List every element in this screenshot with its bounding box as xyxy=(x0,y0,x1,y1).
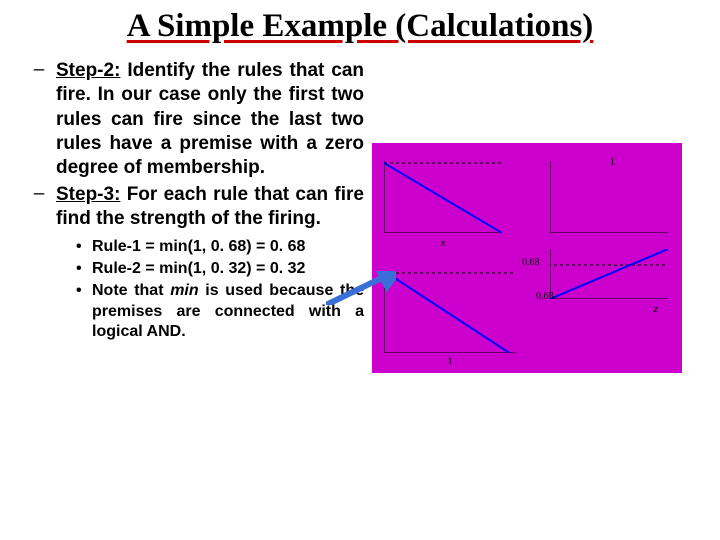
dash-bullet: – xyxy=(22,183,56,232)
sub-item: • Rule-1 = min(1, 0. 68) = 0. 68 xyxy=(76,237,364,258)
sub-item: • Rule-2 = min(1, 0. 32) = 0. 32 xyxy=(76,259,364,280)
axis-label-z: z xyxy=(654,303,658,315)
text-column: – Step-2: Identify the rules that can fi… xyxy=(22,59,364,373)
step-item: – Step-2: Identify the rules that can fi… xyxy=(22,59,364,181)
step-body: Step-2: Identify the rules that can fire… xyxy=(56,59,364,181)
axis-label-x: x xyxy=(441,237,446,249)
bullet-icon: • xyxy=(76,281,92,343)
panel-top-right: 1 xyxy=(550,161,668,233)
step-item: – Step-3: For each rule that can fire fi… xyxy=(22,183,364,232)
sub-text-pre: Note that xyxy=(92,282,170,299)
sub-text: Rule-2 = min(1, 0. 32) = 0. 32 xyxy=(92,259,305,280)
sub-text: Note that min is used because the premis… xyxy=(92,281,364,343)
step-label: Step-2: xyxy=(56,60,120,81)
tick-label-extra: 0.68 xyxy=(536,291,554,302)
sub-text: Rule-1 = min(1, 0. 68) = 0. 68 xyxy=(92,237,305,258)
step-label: Step-3: xyxy=(56,184,120,205)
slide-title: A Simple Example (Calculations) xyxy=(22,8,698,45)
fuzzy-figure: x 1 0.68 z 1 0.68 xyxy=(372,143,682,373)
tick-label: 0.68 xyxy=(522,257,540,268)
panel-mid-right: 0.68 z xyxy=(550,249,668,299)
chart-svg xyxy=(384,271,516,353)
panel-top-left: x xyxy=(384,161,502,233)
bullet-icon: • xyxy=(76,237,92,258)
panel-bottom-left: 1 xyxy=(384,271,516,353)
chart-svg xyxy=(550,161,668,233)
bullet-icon: • xyxy=(76,259,92,280)
chart-svg xyxy=(550,249,668,299)
content-row: – Step-2: Identify the rules that can fi… xyxy=(22,59,698,373)
figure-column: x 1 0.68 z 1 0.68 xyxy=(372,59,692,373)
dash-bullet: – xyxy=(22,59,56,181)
chart-svg xyxy=(384,161,502,233)
step-body: Step-3: For each rule that can fire find… xyxy=(56,183,364,232)
sub-text-ital: min xyxy=(170,282,198,299)
sub-item: • Note that min is used because the prem… xyxy=(76,281,364,343)
slide: A Simple Example (Calculations) – Step-2… xyxy=(0,0,720,540)
tick-label: 1 xyxy=(610,157,615,168)
sub-list: • Rule-1 = min(1, 0. 68) = 0. 68 • Rule-… xyxy=(22,237,364,343)
tick-label: 1 xyxy=(448,356,453,367)
